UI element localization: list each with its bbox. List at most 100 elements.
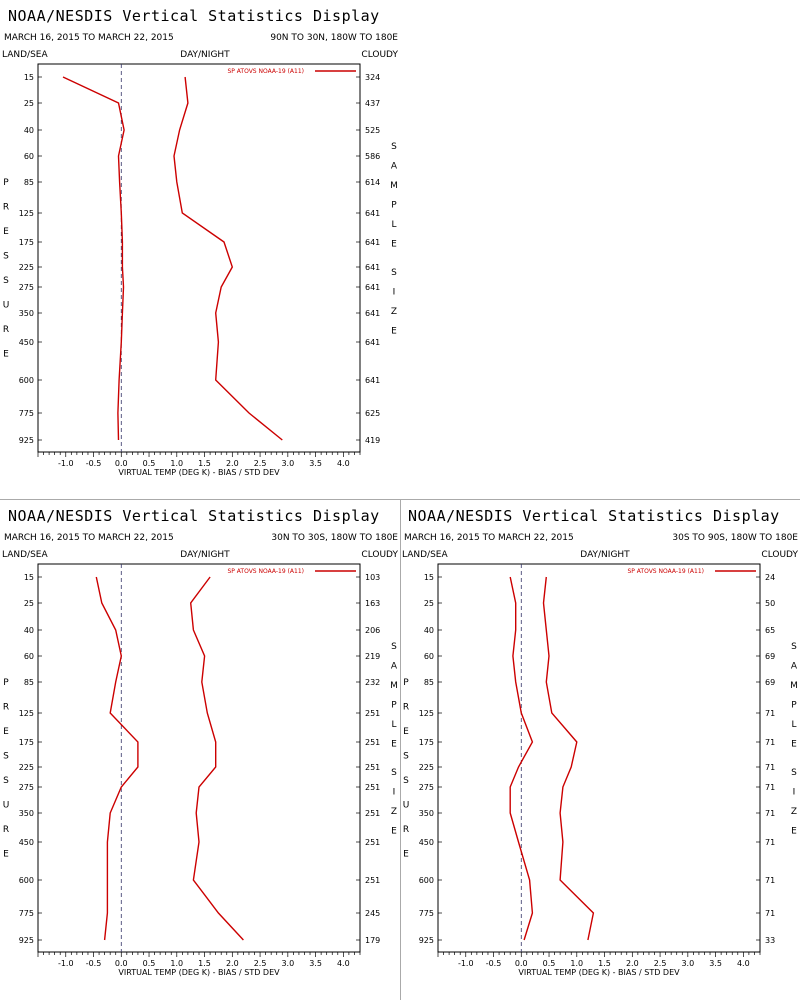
sample-letter: A [391,662,398,672]
legend-label: SP ATOVS NOAA-19 (A11) [627,568,704,575]
plot-frame [37,563,361,953]
x-tick-label: -0.5 [86,959,102,968]
sample-letter: E [391,740,397,750]
date-range: MARCH 16, 2015 TO MARCH 22, 2015 [4,533,174,543]
x-axis-label: VIRTUAL TEMP (DEG K) - BIAS / STD DEV [518,968,680,977]
sample-letter: M [390,181,398,191]
plot-frame [437,563,761,953]
pressure-level-label: 125 [419,709,434,718]
pressure-letter: E [403,850,409,860]
sample-size-label: 641 [365,209,380,218]
std-dev-line [173,76,283,441]
sample-size-label: 71 [765,909,775,918]
std-dev-line [542,576,595,941]
pressure-level-label: 60 [424,652,434,661]
pressure-letter: S [3,276,9,286]
pressure-level-label: 275 [419,783,434,792]
sample-size-label: 251 [365,838,380,847]
sample-letter: M [390,681,398,691]
pressure-letter: U [403,801,410,811]
pressure-letter: E [3,227,9,237]
sample-size-label: 71 [765,876,775,885]
pressure-letter: U [3,301,10,311]
x-tick-label: 3.5 [309,459,322,468]
region-label: 90N TO 30N, 180W TO 180E [270,33,398,43]
day-night-label: DAY/NIGHT [580,550,630,560]
x-tick-label: -0.5 [86,459,102,468]
pressure-level-label: 450 [419,838,434,847]
x-tick-label: 3.0 [681,959,694,968]
x-tick-label: 3.0 [281,959,294,968]
pressure-level-label: 25 [424,599,434,608]
sample-size-label: 71 [765,738,775,747]
sample-size-label: 641 [365,309,380,318]
chart-svg: NOAA/NESDIS Vertical Statistics Display M… [402,507,798,977]
pressure-level-label: 40 [24,626,34,635]
pressure-level-label: 85 [24,178,34,187]
sample-size-label: 71 [765,709,775,718]
sample-size-label: 71 [765,809,775,818]
pressure-level-label: 600 [419,876,434,885]
pressure-level-label: 350 [419,809,434,818]
sample-letter: S [791,642,797,652]
bias-line [95,576,139,941]
x-axis-label: VIRTUAL TEMP (DEG K) - BIAS / STD DEV [118,968,280,977]
pressure-level-label: 125 [19,209,34,218]
x-tick-label: 4.0 [737,959,750,968]
pressure-letter: S [3,252,9,262]
size-letter: I [393,788,396,798]
chart-panel-tropics: NOAA/NESDIS Vertical Statistics Display M… [0,500,400,1000]
x-tick-label: 0.0 [115,959,128,968]
pressure-letter: R [403,703,409,713]
size-letter: Z [791,807,797,817]
day-night-label: DAY/NIGHT [180,550,230,560]
sample-size-label: 33 [765,936,775,945]
pressure-letter: R [3,703,9,713]
sample-size-label: 219 [365,652,380,661]
pressure-level-label: 175 [19,238,34,247]
x-tick-label: -1.0 [58,959,74,968]
sample-size-label: 437 [365,99,380,108]
pressure-level-label: 225 [19,763,34,772]
sample-size-label: 614 [365,178,380,187]
sample-size-label: 641 [365,283,380,292]
pressure-level-label: 350 [19,809,34,818]
pressure-level-label: 85 [424,678,434,687]
pressure-level-label: 15 [424,573,434,582]
pressure-letter: P [3,178,9,188]
region-label: 30N TO 30S, 180W TO 180E [271,533,398,543]
sample-size-label: 71 [765,763,775,772]
x-tick-label: -0.5 [486,959,502,968]
sample-size-label: 251 [365,783,380,792]
pressure-letter: R [3,203,9,213]
sample-size-label: 65 [765,626,775,635]
day-night-label: DAY/NIGHT [180,50,230,60]
bias-line [62,76,125,441]
land-sea-label: LAND/SEA [402,550,448,560]
sample-size-label: 251 [365,709,380,718]
x-axis-label: VIRTUAL TEMP (DEG K) - BIAS / STD DEV [118,468,280,477]
pressure-letter: S [403,776,409,786]
sample-size-label: 103 [365,573,380,582]
land-sea-label: LAND/SEA [2,550,48,560]
sample-size-label: 69 [765,652,775,661]
sample-letter: S [391,142,397,152]
pressure-letter: E [3,850,9,860]
size-letter: I [393,288,396,298]
sample-size-label: 525 [365,126,380,135]
x-tick-label: 0.0 [515,959,528,968]
x-tick-label: 4.0 [337,959,350,968]
pressure-level-label: 925 [19,436,34,445]
size-letter: E [391,327,397,337]
cloudy-label: CLOUDY [761,550,798,560]
sample-letter: A [791,662,798,672]
pressure-level-label: 40 [24,126,34,135]
vertical-divider [400,500,401,1000]
legend-label: SP ATOVS NOAA-19 (A11) [227,68,304,75]
pressure-level-label: 350 [19,309,34,318]
date-range: MARCH 16, 2015 TO MARCH 22, 2015 [4,33,174,43]
pressure-level-label: 775 [19,409,34,418]
chart-svg: NOAA/NESDIS Vertical Statistics Display M… [2,7,398,477]
x-tick-label: 1.0 [170,959,183,968]
sample-size-label: 641 [365,376,380,385]
